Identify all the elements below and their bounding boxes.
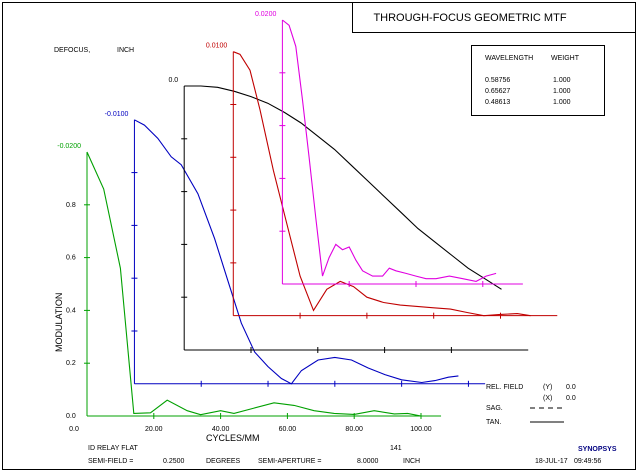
title-frame [352, 2, 636, 33]
series-defocus-label: 0.0 [168, 77, 178, 84]
surface-count: 141 [390, 445, 402, 452]
wavelength-header: WAVELENGTH [485, 55, 533, 62]
plot-time: 09:49:56 [574, 458, 601, 465]
x-tick-label: 40.00 [212, 426, 230, 433]
wavelength-row-2: 0.65627 [485, 88, 510, 95]
wavelength-row-1: 0.58756 [485, 77, 510, 84]
x-tick-label: 80.00 [345, 426, 363, 433]
series-line [86, 151, 422, 417]
series-group: 0.0200 [255, 11, 523, 287]
x-axis-label: CYCLES/MM [206, 433, 260, 443]
y-tick-label: 0.2 [66, 360, 76, 367]
rel-field-x-value: 0.0 [566, 395, 576, 402]
weight-row-2: 1.000 [553, 88, 571, 95]
rel-field-y-marker: (Y) [543, 384, 552, 391]
x-tick-label: 20.00 [145, 426, 163, 433]
rel-field-y-value: 0.0 [566, 384, 576, 391]
series-group: -0.0200 [57, 143, 442, 419]
series-group: 0.0100 [206, 43, 558, 319]
y-tick-label: 0.6 [66, 255, 76, 262]
series-defocus-label: 0.0100 [206, 43, 228, 50]
weight-row-1: 1.000 [553, 77, 571, 84]
semi-field-unit: DEGREES [206, 458, 241, 465]
brand-logo: SYNOPSYS [578, 446, 617, 453]
wavelength-row-3: 0.48613 [485, 99, 510, 106]
semi-aperture-unit: INCH [403, 458, 420, 465]
sag-label: SAG. [486, 405, 503, 412]
x-tick-label: 60.00 [279, 426, 297, 433]
weight-row-3: 1.000 [553, 99, 571, 106]
series-line [134, 119, 459, 385]
series-defocus-label: -0.0200 [57, 143, 81, 150]
series-line [184, 85, 502, 290]
weight-header: WEIGHT [551, 55, 580, 62]
semi-field-value: 0.2500 [163, 458, 185, 465]
semi-field-label: SEMI-FIELD = [88, 458, 133, 465]
series-defocus-label: 0.0200 [255, 11, 277, 18]
tan-label: TAN. [486, 419, 501, 426]
x-tick-label: 0.0 [69, 426, 79, 433]
rel-field-label: REL. FIELD [486, 384, 523, 391]
series-group: -0.0100 [105, 111, 486, 387]
defocus-label: DEFOCUS, [54, 47, 90, 54]
series-line [233, 51, 531, 317]
series-defocus-label: -0.0100 [105, 111, 129, 118]
system-title: ID RELAY FLAT [88, 445, 139, 452]
plot-date: 18-JUL-17 [535, 458, 568, 465]
series-layer: -0.0200 -0.0100 0.0 0.0100 0.0200 [57, 11, 558, 419]
series-group: 0.0 [168, 77, 529, 353]
y-tick-label: 0.4 [66, 307, 76, 314]
semi-aperture-value: 8.0000 [357, 458, 379, 465]
x-tick-label: 100.00 [410, 426, 432, 433]
series-line [282, 19, 497, 282]
chart-title: THROUGH-FOCUS GEOMETRIC MTF [373, 12, 566, 24]
y-tick-label: 0.0 [66, 413, 76, 420]
y-tick-label: 0.8 [66, 202, 76, 209]
y-axis-label: MODULATION [54, 293, 64, 352]
semi-aperture-label: SEMI-APERTURE = [258, 458, 321, 465]
tick-labels: 0.0 20.00 40.00 60.00 80.00 100.00 0.0 0.2 0.4 0.… [66, 202, 432, 433]
defocus-unit: INCH [117, 47, 134, 54]
wavelength-table [471, 45, 605, 116]
rel-field-x-marker: (X) [543, 395, 552, 402]
